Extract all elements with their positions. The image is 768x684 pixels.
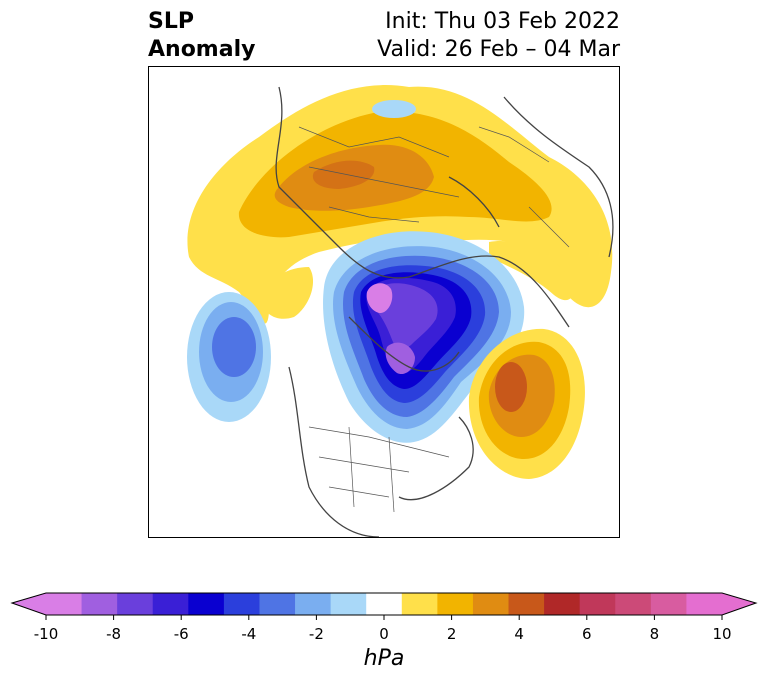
map-title: SLP Anomaly [148, 8, 255, 64]
colorbar-tick-label: -8 [106, 625, 122, 643]
valid-range: Valid: 26 Feb – 04 Mar [377, 37, 620, 62]
colorbar-tick-label: 2 [446, 625, 457, 643]
map-panel [148, 66, 620, 538]
colorbar-cell [295, 593, 332, 615]
colorbar-cell [81, 593, 118, 615]
title-line-2: Anomaly [148, 37, 256, 62]
anomaly-map [187, 85, 614, 537]
colorbar-extend-high [722, 593, 756, 615]
colorbar-tick-label: -4 [241, 625, 257, 643]
colorbar-cell [259, 593, 296, 615]
colorbar-tick-label: -6 [173, 625, 189, 643]
colorbar-tick-label: 4 [514, 625, 524, 643]
colorbar-cell [508, 593, 545, 615]
colorbar-tick-label: 0 [379, 625, 389, 643]
colorbar-cell [401, 593, 438, 615]
colorbar-cell [152, 593, 189, 615]
colorbar-extend-low [12, 593, 46, 615]
colorbar-cell [686, 593, 723, 615]
negative-anomaly-pacific [187, 292, 271, 422]
init-date: Init: Thu 03 Feb 2022 [385, 9, 620, 34]
negative-anomaly-arctic-small [372, 100, 416, 118]
colorbar-units: hPa [363, 646, 405, 671]
country-borders [298, 126, 570, 513]
colorbar [10, 592, 758, 620]
colorbar-cell [366, 593, 403, 615]
colorbar-cell [650, 593, 687, 615]
colorbar-cell [46, 593, 83, 615]
colorbar-cell [579, 593, 616, 615]
coastlines [275, 86, 614, 537]
colorbar-cell [117, 593, 154, 615]
colorbar-tick-label: -2 [308, 625, 324, 643]
positive-anomaly-eurasia [187, 85, 613, 324]
colorbar-cell [544, 593, 581, 615]
title-line-1: SLP [148, 9, 194, 34]
negative-anomaly-arctic [323, 231, 525, 443]
colorbar-tick-label: -10 [33, 625, 59, 643]
positive-anomaly-atlantic [468, 328, 585, 479]
date-info: Init: Thu 03 Feb 2022 Valid: 26 Feb – 04… [377, 8, 620, 64]
colorbar-tick-label: 10 [712, 625, 732, 643]
colorbar-cell [437, 593, 474, 615]
colorbar-tick-label: 8 [649, 625, 660, 643]
colorbar-cell [223, 593, 260, 615]
colorbar-tick-label: 6 [582, 625, 592, 643]
colorbar-cell [330, 593, 367, 615]
colorbar-cell [188, 593, 225, 615]
colorbar-cell [472, 593, 510, 615]
colorbar-cell [615, 593, 652, 615]
